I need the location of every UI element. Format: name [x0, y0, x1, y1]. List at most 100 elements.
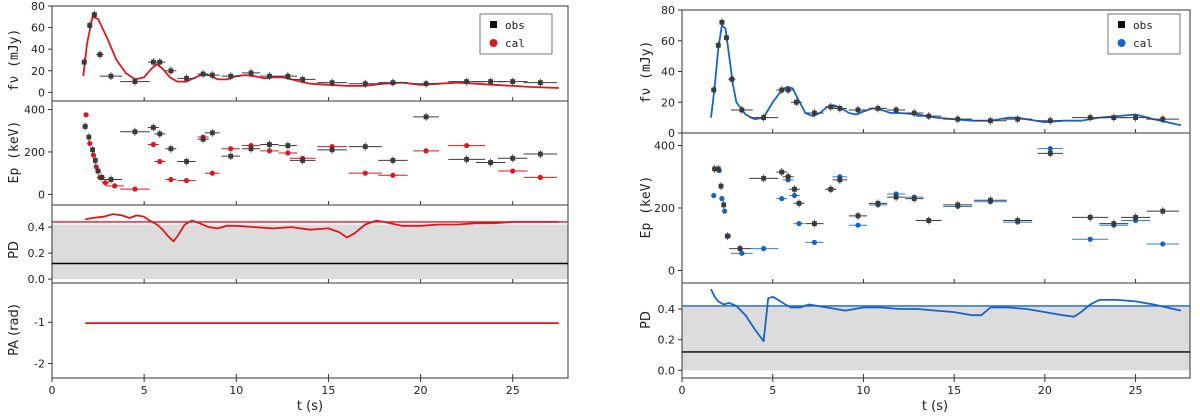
- right-ep-obs-point: [926, 218, 932, 223]
- right-ep-cal-point: [722, 208, 728, 214]
- right-fv-obs-point: [739, 107, 745, 113]
- left-fv-obs-point: [87, 23, 93, 28]
- right-fv-obs-point: [988, 118, 993, 124]
- left-legend: obs cal: [479, 13, 553, 55]
- right-fv-obs-point: [1015, 116, 1021, 122]
- left-ep-obs-point: [200, 136, 206, 142]
- left-fv-obs-point: [228, 73, 234, 79]
- left-xtick-label: 0: [49, 384, 56, 397]
- right-ep-cal-point: [796, 221, 802, 227]
- left-xtick-label: 20: [414, 384, 428, 397]
- right-figure: 0 20 40 60 80 0 200 400 0.0 0.2 0.4 0 5 10 15 20 25 t…: [639, 4, 1191, 414]
- left-pd-cal-curve: [85, 213, 559, 243]
- right-fv-obs-point: [893, 107, 899, 113]
- left-fv-obs-point: [537, 80, 543, 86]
- left-pa-frame: [51, 282, 569, 379]
- left-ep-obs-point: [510, 155, 516, 161]
- left-xtick-label: 15: [321, 384, 335, 397]
- right-ep-cal-point: [1047, 146, 1053, 152]
- right-ep-obs-point: [875, 200, 881, 206]
- right-ep-obs-point: [796, 200, 802, 206]
- left-ep-obs-point: [90, 147, 95, 153]
- left-xtick-label: 25: [506, 384, 520, 397]
- left-fv-obs-point: [97, 52, 103, 57]
- left-fv-obs-point: [157, 59, 163, 65]
- left-fv-ytick-label: 80: [31, 0, 45, 13]
- right-ep-obs-point: [988, 197, 993, 203]
- left-fv-obs-point: [423, 81, 429, 87]
- left-pd-ytick-label: 0.4: [28, 221, 46, 234]
- left-fv-obs-point: [362, 81, 368, 87]
- left-ep-cal-point: [150, 141, 156, 148]
- right-legend: obs cal: [1107, 13, 1181, 55]
- right-ep-obs-point: [1133, 214, 1138, 220]
- right-fv-obs-point: [1133, 115, 1138, 121]
- right-ep-obs-point: [828, 186, 834, 192]
- left-fv-ytick-label: 20: [31, 65, 45, 78]
- right-fv-obs-point: [1087, 115, 1093, 121]
- right-fv-obs-point: [785, 87, 791, 93]
- right-pd-ytick-label: 0.4: [658, 303, 676, 316]
- left-legend-cal-label: cal: [505, 37, 525, 50]
- left-pd-ytick-label: 0.0: [28, 273, 46, 286]
- left-ep-cal-point: [183, 177, 190, 184]
- left-ep-obs-point: [82, 124, 88, 129]
- right-ep-cal-point: [779, 196, 785, 202]
- right-x-axis-label: t (s): [922, 399, 948, 414]
- left-ep-obs-point: [300, 158, 306, 163]
- right-ep-ytick-label: 200: [654, 202, 675, 215]
- right-ep-ytick-label: 0: [668, 265, 675, 278]
- left-ep-cal-point: [510, 168, 516, 174]
- left-ep-obs-point: [267, 142, 272, 147]
- right-legend-cal-label: cal: [1133, 37, 1153, 50]
- right-ep-cal-point: [761, 246, 767, 252]
- right-ep-obs-point: [1160, 208, 1166, 214]
- left-pa-ytick-label: -1: [34, 316, 45, 329]
- right-fv-obs-point: [1160, 116, 1166, 122]
- right-ep-obs-point: [792, 186, 797, 192]
- left-fv-panel: 0 20 40 60 80: [31, 0, 569, 102]
- right-ep-obs-point: [911, 196, 917, 202]
- left-ep-obs-point: [168, 146, 174, 152]
- right-fv-obs-point: [715, 42, 721, 48]
- right-fv-obs-point: [926, 113, 932, 119]
- left-ep-ylabel: Ep (keV): [7, 121, 22, 184]
- right-fv-obs-point: [837, 106, 843, 111]
- right-ep-obs-point: [855, 213, 861, 219]
- left-ep-cal-point: [83, 112, 89, 118]
- right-fv-obs-point: [1047, 118, 1053, 124]
- left-fv-obs-point: [81, 59, 87, 65]
- left-ep-obs-point: [537, 151, 543, 157]
- right-pd-panel: 0.0 0.2 0.4: [658, 282, 1191, 379]
- left-ep-obs-point: [464, 156, 470, 162]
- left-ep-obs-point: [228, 153, 234, 159]
- right-xtick-label: 15: [947, 384, 961, 397]
- right-fv-obs-point: [719, 19, 725, 25]
- left-figure: 0 20 40 60 80 0 200 400 0.0 0.2 0.4 -2 -1 0 5 10 15 2…: [7, 0, 569, 414]
- left-fv-obs-point: [285, 73, 291, 79]
- right-fv-ytick-label: 0: [668, 127, 675, 140]
- right-ep-cal-point: [711, 192, 717, 199]
- left-ep-cal-point: [168, 176, 174, 183]
- left-ep-obs-point: [95, 168, 101, 174]
- right-xtick-label: 25: [1129, 384, 1143, 397]
- right-fv-obs-point: [724, 35, 729, 41]
- right-legend-cal-marker: [1117, 39, 1126, 47]
- right-pd-cal-curve: [710, 288, 1182, 343]
- right-ep-obs-point: [955, 202, 961, 208]
- left-ep-obs-point: [132, 129, 138, 135]
- right-fv-obs-point: [779, 87, 785, 93]
- left-ep-obs-point: [390, 158, 396, 163]
- right-pd-frame: [681, 282, 1191, 379]
- left-legend-box: [479, 13, 553, 55]
- left-ep-cal-point: [362, 170, 368, 176]
- right-fv-obs-point: [793, 99, 799, 105]
- left-ep-cal-point: [93, 164, 99, 170]
- right-ep-obs-point: [761, 175, 767, 181]
- left-legend-obs-label: obs: [505, 19, 525, 32]
- left-fv-ylabel: fν (mJy): [7, 29, 22, 92]
- left-pd-band: [52, 224, 568, 280]
- left-ep-cal-point: [285, 150, 291, 156]
- left-fv-obs-point: [184, 75, 189, 81]
